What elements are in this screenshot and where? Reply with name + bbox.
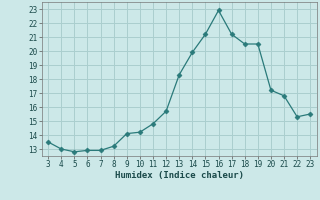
X-axis label: Humidex (Indice chaleur): Humidex (Indice chaleur): [115, 171, 244, 180]
